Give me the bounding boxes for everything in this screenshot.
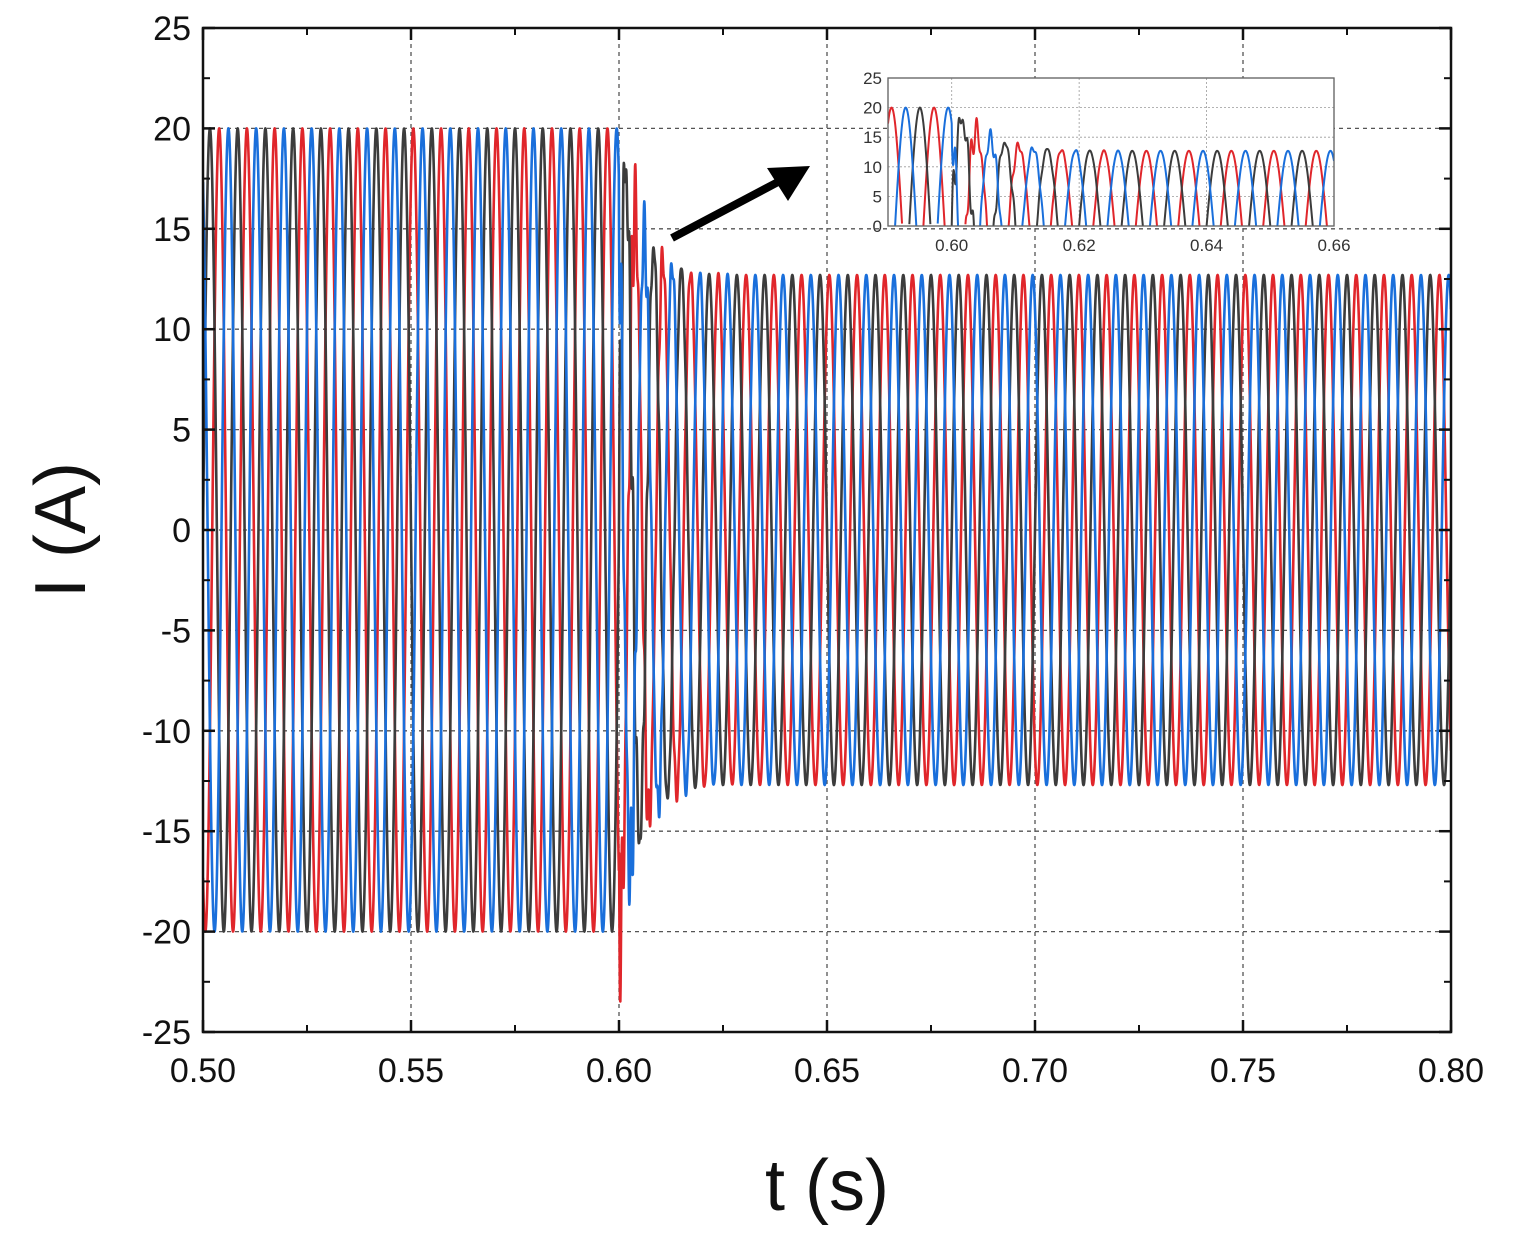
inset-series-line-phase-c [894, 106, 1334, 226]
y-tick-label: -5 [161, 612, 191, 650]
inset-y-tick-label: 20 [863, 99, 882, 118]
series-line-phase-a [203, 127, 1451, 1003]
inset-x-tick-label: 0.66 [1317, 236, 1350, 255]
inset-x-tick-label: 0.62 [1063, 236, 1096, 255]
inset-border [887, 77, 1335, 227]
x-tick-label: 0.55 [378, 1052, 444, 1090]
y-tick-label: -20 [142, 914, 191, 952]
x-tick-label: 0.80 [1418, 1052, 1484, 1090]
series-line-phase-b [203, 127, 1451, 933]
x-tick-label: 0.50 [170, 1052, 236, 1090]
x-tick-label: 0.65 [794, 1052, 860, 1090]
zoom-arrow-shaft [670, 178, 780, 242]
zoom-arrow [670, 166, 810, 242]
x-tick-label: 0.70 [1002, 1052, 1068, 1090]
y-tick-label: 5 [172, 412, 191, 450]
y-tick-label: -15 [142, 813, 191, 851]
inset-y-tick-label: 15 [863, 128, 882, 147]
y-tick-label: 20 [153, 110, 191, 148]
inset-y-tick-label: 25 [863, 69, 882, 88]
x-tick-label: 0.60 [586, 1052, 652, 1090]
inset-x-tick-label: 0.64 [1190, 236, 1223, 255]
inset-series-line-phase-a [888, 106, 1328, 226]
zoom-arrow-head [767, 166, 810, 201]
y-axis-title: I (A) [21, 462, 101, 598]
y-tick-label: 0 [172, 512, 191, 550]
inset-x-tick-label: 0.60 [935, 236, 968, 255]
y-tick-label: -10 [142, 713, 191, 751]
inset-traces [888, 106, 1334, 226]
y-tick-label: -25 [142, 1014, 191, 1052]
x-tick-label: 0.75 [1210, 1052, 1276, 1090]
y-tick-label: 25 [153, 10, 191, 48]
inset-tick-labels: 0.60 0.62 0.64 0.66 0 5 10 15 20 25 [863, 69, 1350, 255]
x-axis-title: t (s) [765, 1146, 889, 1226]
zoom-inset: 0.60 0.62 0.64 0.66 0 5 10 15 20 25 [863, 69, 1350, 255]
main-tick-labels: 0.50 0.55 0.60 0.65 0.70 0.75 0.80 -25 -20 -15 -10… [142, 10, 1484, 1090]
main-ticks [201, 26, 1453, 1034]
inset-y-tick-label: 5 [873, 187, 882, 206]
y-tick-label: 10 [153, 311, 191, 349]
main-traces [203, 127, 1451, 1003]
inset-y-tick-label: 0 [873, 217, 882, 236]
inset-y-tick-label: 10 [863, 158, 882, 177]
y-tick-label: 15 [153, 211, 191, 249]
series-line-phase-c [203, 127, 1451, 933]
